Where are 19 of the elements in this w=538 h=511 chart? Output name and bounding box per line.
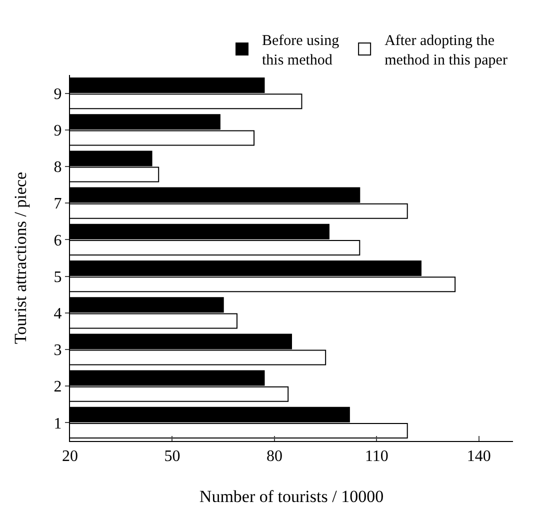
y-tick-label: 6 bbox=[54, 232, 62, 250]
y-tick-label: 8 bbox=[54, 159, 62, 176]
x-tick-label: 50 bbox=[164, 448, 180, 466]
y-tick-label: 1 bbox=[54, 415, 62, 432]
y-tick-label: 2 bbox=[54, 378, 62, 396]
y-tick-label: 5 bbox=[54, 268, 62, 286]
y-tick-label: 3 bbox=[54, 342, 62, 360]
x-tick-label: 110 bbox=[364, 448, 388, 466]
y-tick-label: 7 bbox=[54, 196, 62, 213]
x-tick-label: 20 bbox=[62, 448, 78, 466]
y-tick-label: 4 bbox=[54, 306, 62, 322]
x-tick-label: 140 bbox=[466, 448, 491, 466]
y-tick-label: 9 bbox=[54, 122, 62, 140]
y-axis-title: Tourist attractions / piece bbox=[11, 172, 30, 344]
y-tick-label: 9 bbox=[54, 86, 62, 103]
legend-label: After adopting the method in this paper bbox=[384, 33, 508, 69]
x-axis-title: Number of tourists / 10000 bbox=[199, 487, 384, 506]
legend-label: Before using this method bbox=[262, 33, 340, 69]
x-tick-label: 80 bbox=[266, 448, 282, 466]
